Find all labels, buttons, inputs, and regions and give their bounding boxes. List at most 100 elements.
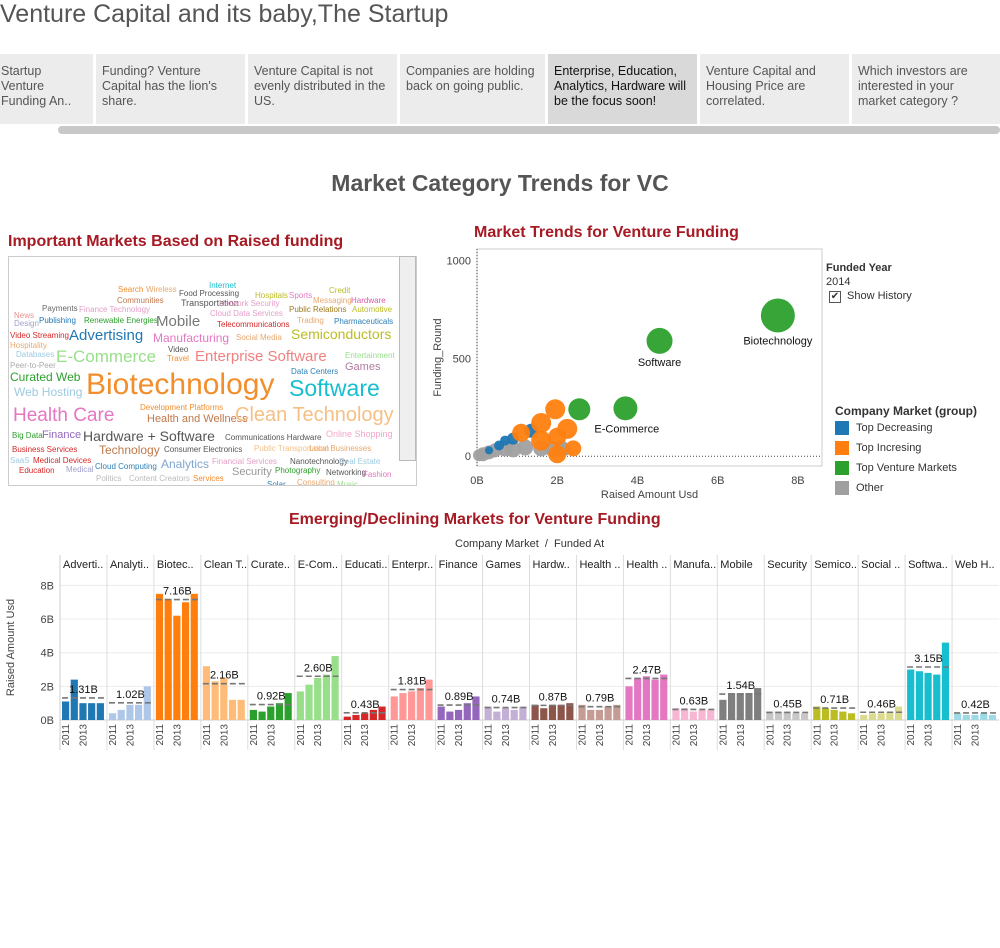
bar[interactable] <box>847 713 856 720</box>
bar[interactable] <box>237 699 245 720</box>
scatter-point[interactable] <box>517 439 534 456</box>
bar[interactable] <box>774 711 783 720</box>
bar[interactable] <box>437 706 445 720</box>
tabs-scrollbar[interactable] <box>58 126 1000 134</box>
bar[interactable] <box>258 711 266 720</box>
tab-3[interactable]: Venture Capital is not evenly distribute… <box>248 54 397 124</box>
bar[interactable] <box>408 691 416 720</box>
tab-1[interactable]: Startup Venture Funding An.. <box>0 54 93 124</box>
bar[interactable] <box>915 671 923 720</box>
word-services[interactable]: Services <box>193 474 224 483</box>
word-saas[interactable]: SaaS <box>10 456 30 465</box>
word-e-commerce[interactable]: E-Commerce <box>56 347 157 366</box>
bar[interactable] <box>642 676 650 720</box>
bar[interactable] <box>745 693 753 720</box>
word-fashion[interactable]: Fashion <box>363 470 392 479</box>
word-messaging[interactable]: Messaging <box>313 296 352 305</box>
scatter-point[interactable] <box>485 446 494 455</box>
bar[interactable] <box>314 677 322 720</box>
bar[interactable] <box>868 713 877 720</box>
scatter-point[interactable] <box>500 435 511 446</box>
bar[interactable] <box>604 706 612 720</box>
bars-market-header[interactable]: Health .. <box>579 559 620 571</box>
word-publishing[interactable]: Publishing <box>39 316 76 325</box>
bar[interactable] <box>62 701 70 720</box>
word-finance-technology[interactable]: Finance Technology <box>79 305 151 314</box>
word-news[interactable]: News <box>14 311 35 320</box>
word-consulting[interactable]: Consulting <box>297 478 335 486</box>
bar[interactable] <box>296 691 304 720</box>
word-clean-technology[interactable]: Clean Technology <box>235 404 394 426</box>
bar[interactable] <box>472 696 480 720</box>
scatter-point[interactable] <box>559 443 572 456</box>
bar[interactable] <box>792 713 800 720</box>
bar[interactable] <box>766 711 774 720</box>
bar[interactable] <box>754 688 762 720</box>
word-security[interactable]: Security <box>232 466 272 478</box>
bar[interactable] <box>557 704 565 720</box>
bars-market-header[interactable]: Biotec.. <box>157 559 194 571</box>
bar[interactable] <box>894 706 903 720</box>
word-software[interactable]: Software <box>289 375 380 401</box>
bar[interactable] <box>331 656 339 720</box>
scatter-point[interactable] <box>760 298 795 333</box>
bars-market-header[interactable]: Web H.. <box>955 559 995 571</box>
word-communities[interactable]: Communities <box>117 296 164 305</box>
scatter-point[interactable] <box>473 449 486 462</box>
word-data-centers[interactable]: Data Centers <box>291 367 339 376</box>
word-business-services[interactable]: Business Services <box>12 445 78 454</box>
word-biotechnology[interactable]: Biotechnology <box>86 368 275 401</box>
bar[interactable] <box>181 602 190 720</box>
wordcloud-scrollbar[interactable] <box>399 256 416 461</box>
bar[interactable] <box>211 681 219 720</box>
bar[interactable] <box>660 674 668 720</box>
word-databases[interactable]: Databases <box>16 350 55 359</box>
word-games[interactable]: Games <box>345 361 381 373</box>
scatter-point[interactable] <box>482 445 497 460</box>
word-travel[interactable]: Travel <box>167 354 189 363</box>
bars-market-header[interactable]: Games <box>486 559 522 571</box>
bars-market-header[interactable]: Social .. <box>861 559 900 571</box>
word-semiconductors[interactable]: Semiconductors <box>291 326 392 342</box>
scatter-point[interactable] <box>476 447 491 462</box>
scatter-point[interactable] <box>505 441 522 458</box>
bar[interactable] <box>220 677 228 720</box>
scatter-point[interactable] <box>512 423 531 442</box>
bar[interactable] <box>267 706 275 720</box>
bars-market-header[interactable]: Enterpr.. <box>392 559 434 571</box>
word-networking[interactable]: Networking <box>326 468 367 477</box>
bar[interactable] <box>578 704 586 720</box>
bar[interactable] <box>493 711 501 720</box>
word-nanotechnology[interactable]: Nanotechnology <box>290 457 348 466</box>
bar[interactable] <box>143 686 151 720</box>
bar[interactable] <box>566 703 574 720</box>
bar[interactable] <box>361 713 369 720</box>
bars-market-header[interactable]: E-Com.. <box>298 559 338 571</box>
word-peer-to-peer[interactable]: Peer-to-Peer <box>10 361 56 370</box>
word-solar[interactable]: Solar <box>267 480 286 486</box>
bar[interactable] <box>108 713 117 720</box>
bar[interactable] <box>126 704 134 720</box>
bar[interactable] <box>79 703 87 720</box>
bar[interactable] <box>284 693 292 720</box>
word-hardware-software[interactable]: Hardware + Software <box>83 428 215 444</box>
bar[interactable] <box>501 708 510 720</box>
bar[interactable] <box>548 704 557 720</box>
word-food-processing[interactable]: Food Processing <box>179 289 240 298</box>
scatter-point[interactable] <box>646 327 673 354</box>
word-web-hosting[interactable]: Web Hosting <box>14 385 83 399</box>
bar[interactable] <box>352 714 360 720</box>
scatter-point[interactable] <box>533 440 550 457</box>
word-photography[interactable]: Photography <box>275 466 321 475</box>
bar[interactable] <box>88 703 96 720</box>
bar[interactable] <box>727 693 736 720</box>
word-finance[interactable]: Finance <box>42 429 82 441</box>
tab-6[interactable]: Venture Capital and Housing Price are co… <box>700 54 849 124</box>
word-communications-hardware[interactable]: Communications Hardware <box>225 433 322 442</box>
word-network-security[interactable]: Network Security <box>219 299 280 308</box>
word-technology[interactable]: Technology <box>99 443 160 457</box>
bar[interactable] <box>399 693 407 720</box>
bar[interactable] <box>164 598 172 720</box>
word-content-creators[interactable]: Content Creators <box>129 474 190 483</box>
word-cloud-data-services[interactable]: Cloud Data Services <box>210 309 283 318</box>
